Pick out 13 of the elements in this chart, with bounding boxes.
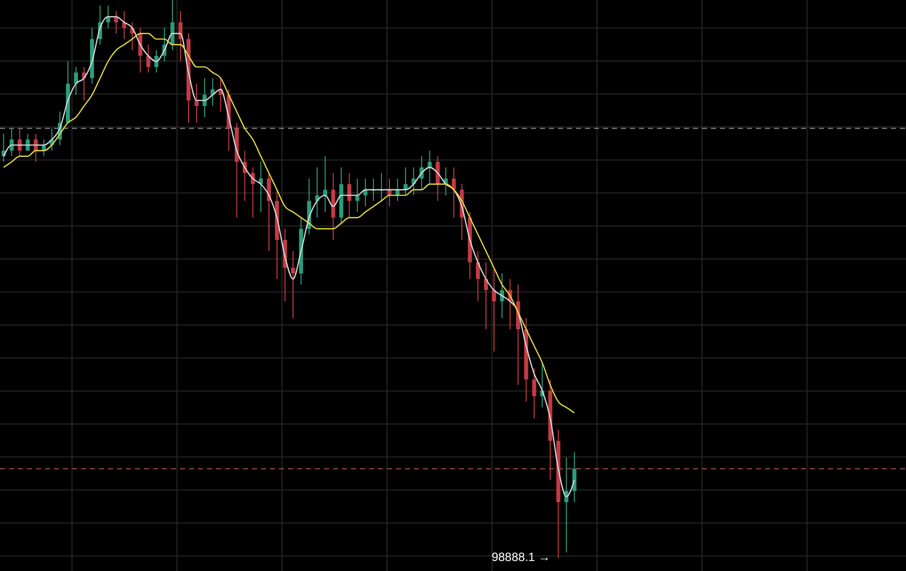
candlestick [452,166,456,218]
candlestick [492,267,496,352]
candlestick [194,83,199,124]
candlestick [323,156,328,213]
annotation: 98888.1 → [492,550,550,564]
candlestick [291,250,296,319]
candlestick [347,172,352,218]
candlestick [572,451,576,503]
candlestick [500,272,504,319]
candlestick [74,66,78,96]
candlestick [532,368,536,419]
candlestick [146,44,150,74]
candlestick [355,178,360,213]
